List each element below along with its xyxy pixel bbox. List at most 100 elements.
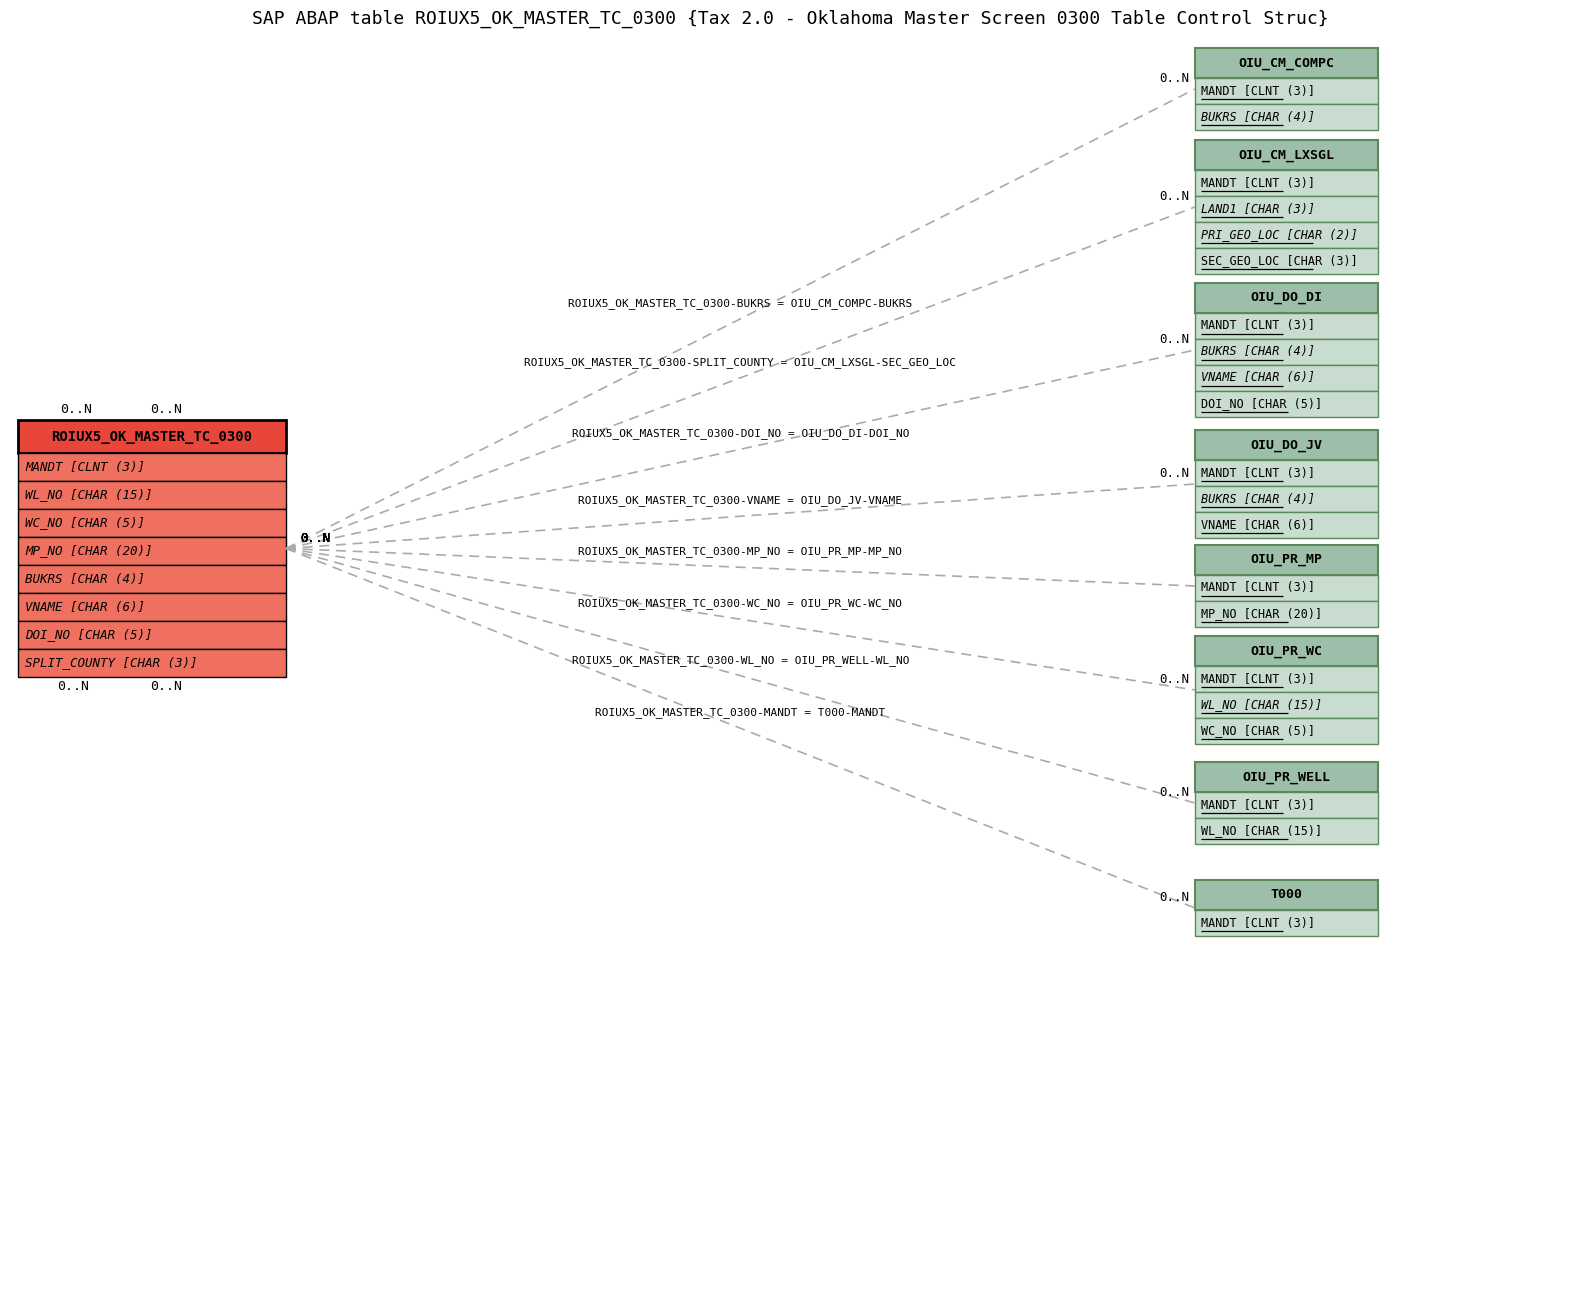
Text: MP_NO [CHAR (20)]: MP_NO [CHAR (20)]	[1202, 607, 1322, 620]
Bar	[17, 621, 286, 649]
Bar	[1195, 600, 1379, 627]
Text: WL_NO [CHAR (15)]: WL_NO [CHAR (15)]	[1202, 825, 1322, 838]
Text: SEC_GEO_LOC [CHAR (3)]: SEC_GEO_LOC [CHAR (3)]	[1202, 254, 1358, 267]
Text: 0..N: 0..N	[57, 680, 89, 694]
Text: WL_NO [CHAR (15)]: WL_NO [CHAR (15)]	[1202, 699, 1322, 712]
Bar	[1195, 910, 1379, 936]
Text: MANDT [CLNT (3)]: MANDT [CLNT (3)]	[25, 460, 145, 473]
Text: 0..N: 0..N	[300, 531, 330, 544]
Text: MANDT [CLNT (3)]: MANDT [CLNT (3)]	[1202, 916, 1315, 929]
Text: SAP ABAP table ROIUX5_OK_MASTER_TC_0300 {Tax 2.0 - Oklahoma Master Screen 0300 T: SAP ABAP table ROIUX5_OK_MASTER_TC_0300 …	[253, 10, 1328, 29]
Text: MANDT [CLNT (3)]: MANDT [CLNT (3)]	[1202, 582, 1315, 594]
Text: ROIUX5_OK_MASTER_TC_0300: ROIUX5_OK_MASTER_TC_0300	[52, 430, 253, 443]
Text: ROIUX5_OK_MASTER_TC_0300-SPLIT_COUNTY = OIU_CM_LXSGL-SEC_GEO_LOC: ROIUX5_OK_MASTER_TC_0300-SPLIT_COUNTY = …	[525, 357, 957, 368]
Text: 0..N: 0..N	[60, 402, 92, 416]
Text: MANDT [CLNT (3)]: MANDT [CLNT (3)]	[1202, 467, 1315, 480]
Text: WC_NO [CHAR (5)]: WC_NO [CHAR (5)]	[1202, 725, 1315, 738]
Bar	[1195, 222, 1379, 248]
Text: 0..N: 0..N	[150, 402, 182, 416]
Text: 0..N: 0..N	[1159, 787, 1189, 798]
Text: VNAME [CHAR (6)]: VNAME [CHAR (6)]	[1202, 371, 1315, 384]
Text: 0..N: 0..N	[1159, 673, 1189, 686]
Text: ROIUX5_OK_MASTER_TC_0300-MANDT = T000-MANDT: ROIUX5_OK_MASTER_TC_0300-MANDT = T000-MA…	[596, 708, 885, 718]
Bar	[1195, 364, 1379, 391]
Text: WL_NO [CHAR (15)]: WL_NO [CHAR (15)]	[25, 489, 152, 502]
Text: DOI_NO [CHAR (5)]: DOI_NO [CHAR (5)]	[1202, 397, 1322, 410]
Text: 0..N: 0..N	[300, 531, 330, 544]
Text: LAND1 [CHAR (3)]: LAND1 [CHAR (3)]	[1202, 202, 1315, 215]
Text: ROIUX5_OK_MASTER_TC_0300-BUKRS = OIU_CM_COMPC-BUKRS: ROIUX5_OK_MASTER_TC_0300-BUKRS = OIU_CM_…	[569, 298, 912, 309]
Text: DOI_NO [CHAR (5)]: DOI_NO [CHAR (5)]	[25, 628, 152, 641]
Bar	[17, 481, 286, 509]
Bar	[1195, 818, 1379, 844]
Bar	[1195, 486, 1379, 513]
Text: 0..N: 0..N	[1159, 72, 1189, 85]
Bar	[1195, 460, 1379, 486]
Bar	[1195, 170, 1379, 197]
Bar	[1195, 880, 1379, 910]
Text: BUKRS [CHAR (4)]: BUKRS [CHAR (4)]	[1202, 110, 1315, 123]
Text: 0..N: 0..N	[1159, 467, 1189, 480]
Text: MANDT [CLNT (3)]: MANDT [CLNT (3)]	[1202, 798, 1315, 812]
Text: WC_NO [CHAR (5)]: WC_NO [CHAR (5)]	[25, 517, 145, 530]
Text: 0..N: 0..N	[300, 531, 330, 544]
Bar	[17, 509, 286, 538]
Text: OIU_PR_MP: OIU_PR_MP	[1251, 553, 1322, 566]
Bar	[17, 593, 286, 621]
Text: VNAME [CHAR (6)]: VNAME [CHAR (6)]	[25, 600, 145, 614]
Bar	[17, 565, 286, 593]
Bar	[1195, 692, 1379, 718]
Bar	[1195, 718, 1379, 745]
Bar	[1195, 140, 1379, 170]
Text: 0..N: 0..N	[300, 531, 330, 544]
Text: ROIUX5_OK_MASTER_TC_0300-VNAME = OIU_DO_JV-VNAME: ROIUX5_OK_MASTER_TC_0300-VNAME = OIU_DO_…	[579, 496, 903, 506]
Bar	[1195, 576, 1379, 600]
Bar	[1195, 49, 1379, 77]
Bar	[1195, 313, 1379, 340]
Text: 0..N: 0..N	[300, 531, 330, 544]
Text: OIU_PR_WELL: OIU_PR_WELL	[1243, 771, 1331, 784]
Text: MP_NO [CHAR (20)]: MP_NO [CHAR (20)]	[25, 544, 152, 557]
Bar	[1195, 77, 1379, 104]
Text: MANDT [CLNT (3)]: MANDT [CLNT (3)]	[1202, 320, 1315, 333]
Text: OIU_CM_LXSGL: OIU_CM_LXSGL	[1238, 148, 1334, 161]
Text: 0..N: 0..N	[1159, 891, 1189, 905]
Text: 0..N: 0..N	[300, 531, 330, 544]
Bar	[17, 420, 286, 454]
Text: OIU_CM_COMPC: OIU_CM_COMPC	[1238, 56, 1334, 69]
Bar	[1195, 391, 1379, 417]
Text: 0..N: 0..N	[1159, 333, 1189, 346]
Text: OIU_DO_JV: OIU_DO_JV	[1251, 438, 1322, 451]
Bar	[1195, 545, 1379, 576]
Text: PRI_GEO_LOC [CHAR (2)]: PRI_GEO_LOC [CHAR (2)]	[1202, 228, 1358, 241]
Bar	[1195, 283, 1379, 313]
Text: OIU_PR_WC: OIU_PR_WC	[1251, 645, 1322, 658]
Bar	[17, 649, 286, 676]
Text: BUKRS [CHAR (4)]: BUKRS [CHAR (4)]	[25, 573, 145, 586]
Bar	[1195, 430, 1379, 460]
Bar	[1195, 513, 1379, 538]
Bar	[1195, 666, 1379, 692]
Bar	[1195, 636, 1379, 666]
Text: BUKRS [CHAR (4)]: BUKRS [CHAR (4)]	[1202, 346, 1315, 358]
Text: VNAME [CHAR (6)]: VNAME [CHAR (6)]	[1202, 518, 1315, 531]
Text: 0..N: 0..N	[300, 531, 330, 544]
Text: OIU_DO_DI: OIU_DO_DI	[1251, 291, 1322, 304]
Text: MANDT [CLNT (3)]: MANDT [CLNT (3)]	[1202, 84, 1315, 97]
Bar	[1195, 792, 1379, 818]
Bar	[17, 454, 286, 481]
Bar	[17, 538, 286, 565]
Text: 0..N: 0..N	[300, 531, 330, 544]
Text: ROIUX5_OK_MASTER_TC_0300-DOI_NO = OIU_DO_DI-DOI_NO: ROIUX5_OK_MASTER_TC_0300-DOI_NO = OIU_DO…	[572, 429, 909, 439]
Bar	[1195, 248, 1379, 274]
Bar	[1195, 197, 1379, 222]
Bar	[1195, 104, 1379, 130]
Text: ROIUX5_OK_MASTER_TC_0300-WC_NO = OIU_PR_WC-WC_NO: ROIUX5_OK_MASTER_TC_0300-WC_NO = OIU_PR_…	[579, 598, 903, 610]
Text: SPLIT_COUNTY [CHAR (3)]: SPLIT_COUNTY [CHAR (3)]	[25, 657, 198, 670]
Text: T000: T000	[1271, 889, 1303, 902]
Bar	[1195, 762, 1379, 792]
Text: 0..N: 0..N	[1159, 190, 1189, 203]
Text: MANDT [CLNT (3)]: MANDT [CLNT (3)]	[1202, 177, 1315, 190]
Text: ROIUX5_OK_MASTER_TC_0300-MP_NO = OIU_PR_MP-MP_NO: ROIUX5_OK_MASTER_TC_0300-MP_NO = OIU_PR_…	[579, 547, 903, 557]
Text: 0..N: 0..N	[150, 680, 182, 694]
